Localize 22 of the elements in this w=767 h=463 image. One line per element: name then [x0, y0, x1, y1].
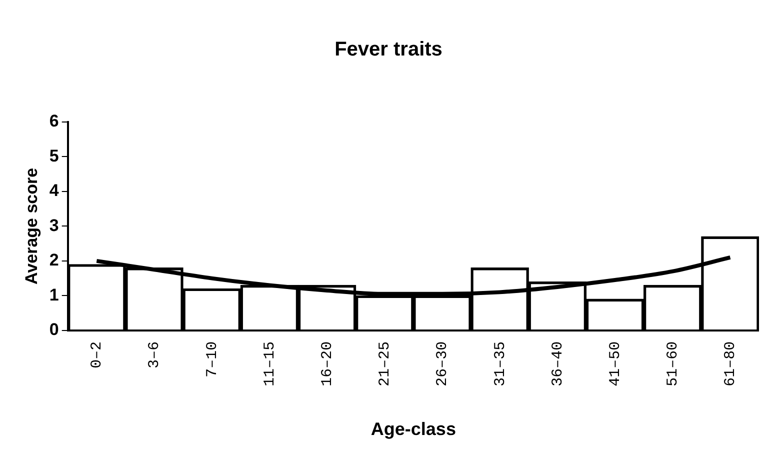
x-tick-label: 21–25: [376, 341, 394, 386]
y-tick-label: 4: [49, 181, 60, 200]
y-axis-title: Average score: [22, 168, 41, 284]
y-tick-label: 3: [49, 216, 59, 235]
x-tick-label: 7–10: [204, 341, 221, 378]
y-tick-label: 2: [49, 250, 59, 270]
x-tick-label: 31–35: [492, 341, 509, 386]
x-tick-label: 16–20: [319, 341, 336, 386]
x-tick-label: 26–30: [434, 341, 452, 386]
x-tick-label: 11–15: [261, 341, 278, 386]
x-tick-label: 51–60: [664, 341, 682, 386]
x-axis-title: Age-class: [370, 419, 456, 440]
x-tick-label: 41–50: [606, 341, 624, 386]
y-tick-label: 6: [49, 112, 59, 131]
x-tick-label: 0–2: [88, 341, 106, 368]
x-tick-label: 3–6: [146, 341, 164, 368]
y-tick-label: 0: [49, 320, 59, 340]
y-tick-label: 5: [49, 146, 59, 166]
x-tick-label: 36–40: [549, 341, 566, 386]
y-tick-label: 1: [49, 285, 59, 304]
x-tick-label: 61–80: [722, 341, 740, 386]
chart-title: Fever traits: [334, 38, 442, 61]
